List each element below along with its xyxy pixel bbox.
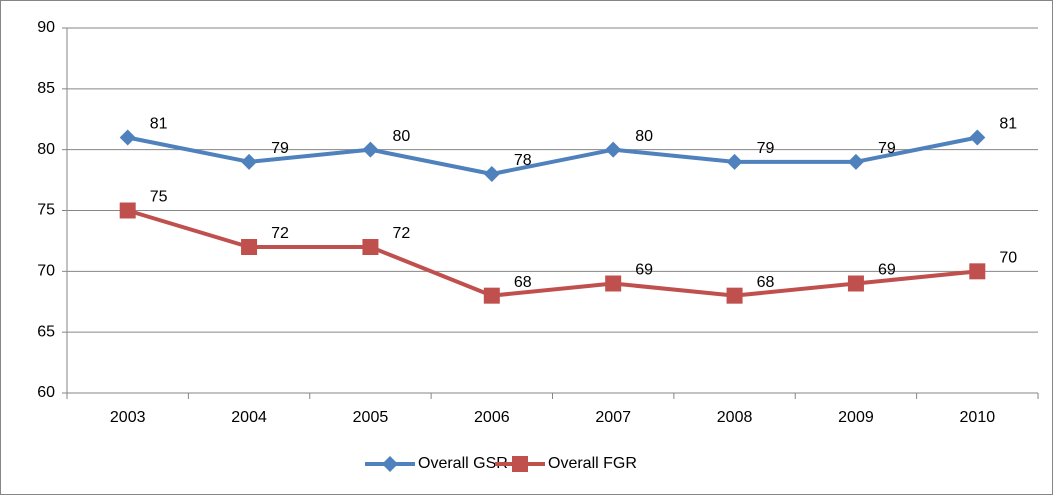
data-label: 80 xyxy=(635,128,653,145)
data-label: 72 xyxy=(392,225,410,242)
data-label: 68 xyxy=(757,274,775,291)
x-tick-label: 2008 xyxy=(717,409,753,426)
data-label: 79 xyxy=(271,140,289,157)
data-label: 68 xyxy=(514,274,532,291)
data-label: 70 xyxy=(999,250,1017,267)
y-tick-label: 85 xyxy=(37,80,55,97)
y-tick-label: 90 xyxy=(37,19,55,36)
legend-label: Overall FGR xyxy=(548,455,637,472)
marker xyxy=(726,287,743,304)
marker xyxy=(847,153,864,170)
marker xyxy=(847,275,864,292)
marker xyxy=(483,166,500,182)
marker xyxy=(241,239,258,255)
marker xyxy=(483,287,500,304)
y-tick-label: 70 xyxy=(37,263,55,280)
marker xyxy=(119,202,136,219)
marker xyxy=(605,141,622,158)
marker xyxy=(969,263,986,280)
marker xyxy=(241,153,258,170)
marker xyxy=(382,456,398,472)
x-tick-label: 2010 xyxy=(960,409,996,426)
data-label: 69 xyxy=(635,262,653,279)
y-tick-label: 65 xyxy=(37,323,55,340)
data-label: 69 xyxy=(878,262,896,279)
data-label: 78 xyxy=(514,152,532,169)
x-tick-label: 2007 xyxy=(595,409,631,426)
y-tick-label: 80 xyxy=(37,141,55,158)
marker xyxy=(362,239,379,255)
data-label: 81 xyxy=(150,116,168,133)
marker xyxy=(512,456,528,472)
marker xyxy=(362,141,379,158)
marker xyxy=(119,129,136,146)
series-line xyxy=(127,135,978,176)
data-label: 80 xyxy=(392,128,410,145)
marker xyxy=(969,129,986,146)
x-tick-label: 2005 xyxy=(353,409,389,426)
series-line xyxy=(127,208,978,298)
x-tick-label: 2009 xyxy=(838,409,874,426)
data-label: 81 xyxy=(999,116,1017,133)
y-tick-label: 60 xyxy=(37,384,55,401)
x-tick-label: 2004 xyxy=(231,409,267,426)
data-label: 75 xyxy=(150,189,168,206)
legend-label: Overall GSR xyxy=(418,455,508,472)
y-tick-label: 75 xyxy=(37,202,55,219)
data-label: 79 xyxy=(757,140,775,157)
marker xyxy=(605,275,622,292)
data-label: 72 xyxy=(271,225,289,242)
x-tick-label: 2006 xyxy=(474,409,510,426)
x-tick-label: 2003 xyxy=(110,409,146,426)
data-label: 79 xyxy=(878,140,896,157)
marker xyxy=(726,153,743,170)
